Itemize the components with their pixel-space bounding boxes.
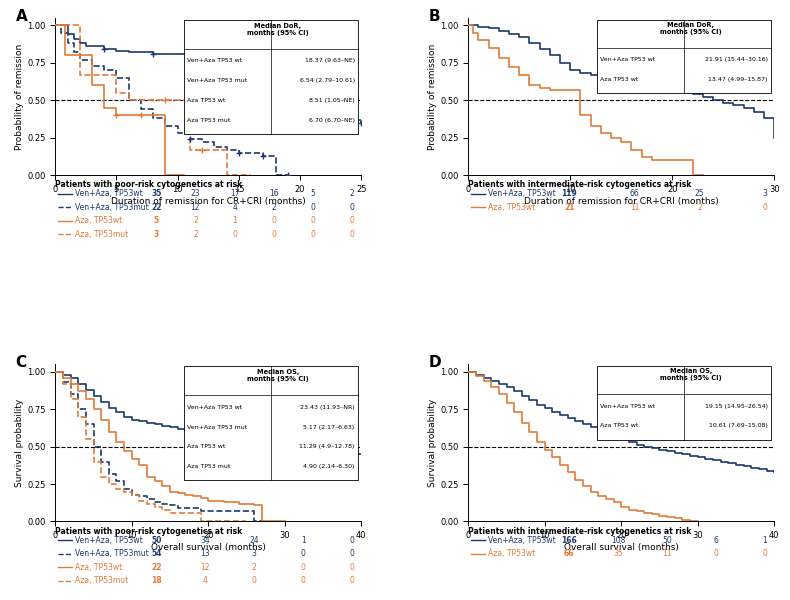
X-axis label: Duration of remission for CR+CRI (months): Duration of remission for CR+CRI (months… (524, 197, 719, 206)
Text: 0: 0 (310, 203, 315, 212)
Text: 0: 0 (350, 563, 355, 572)
Text: 11: 11 (662, 550, 672, 559)
Y-axis label: Probability of remission: Probability of remission (15, 43, 24, 149)
Text: Ven+Aza, TP53wt: Ven+Aza, TP53wt (75, 536, 143, 545)
Text: Patients with poor-risk cytogenetics at risk: Patients with poor-risk cytogenetics at … (55, 181, 243, 190)
Text: 0: 0 (350, 216, 355, 225)
Text: 0: 0 (271, 230, 276, 239)
Text: 0: 0 (762, 203, 767, 212)
Text: Ven+Aza, TP53wt: Ven+Aza, TP53wt (488, 190, 556, 199)
Text: 2: 2 (698, 203, 702, 212)
Text: 119: 119 (562, 190, 577, 199)
Y-axis label: Survival probability: Survival probability (15, 399, 24, 487)
Text: 35: 35 (151, 190, 161, 199)
Text: 66: 66 (630, 190, 639, 199)
Text: 0: 0 (301, 576, 306, 585)
Text: 0: 0 (252, 576, 257, 585)
X-axis label: Overall survival (months): Overall survival (months) (564, 543, 679, 552)
Text: 0: 0 (301, 563, 306, 572)
Text: 34: 34 (201, 536, 210, 545)
Text: 3: 3 (762, 190, 767, 199)
Text: 25: 25 (695, 190, 705, 199)
Text: 2: 2 (193, 216, 198, 225)
Text: 12: 12 (190, 203, 200, 212)
Text: D: D (428, 355, 441, 370)
Text: 1: 1 (301, 536, 306, 545)
Text: Ven+Aza, TP53wt: Ven+Aza, TP53wt (75, 190, 143, 199)
Text: 0: 0 (713, 550, 719, 559)
X-axis label: Overall survival (months): Overall survival (months) (151, 543, 265, 552)
Text: Ven+Aza, TP53mut: Ven+Aza, TP53mut (75, 550, 149, 559)
Text: Aza, TP53mut: Aza, TP53mut (75, 230, 129, 239)
Text: 0: 0 (310, 230, 315, 239)
Text: B: B (428, 8, 440, 23)
Text: 17: 17 (230, 190, 239, 199)
Text: 54: 54 (151, 550, 161, 559)
Text: 1: 1 (232, 216, 237, 225)
Text: Patients with poor-risk cytogenetics at risk: Patients with poor-risk cytogenetics at … (55, 527, 243, 536)
Text: 0: 0 (350, 550, 355, 559)
Text: 21: 21 (564, 203, 574, 212)
Text: 0: 0 (232, 230, 237, 239)
Text: 0: 0 (350, 230, 355, 239)
Text: 35: 35 (613, 550, 623, 559)
Text: 22: 22 (151, 563, 161, 572)
Text: Patients with intermediate-risk cytogenetics at risk: Patients with intermediate-risk cytogene… (468, 527, 692, 536)
Text: Ven+Aza, TP53wt: Ven+Aza, TP53wt (488, 536, 556, 545)
Text: Aza, TP53wt: Aza, TP53wt (488, 203, 536, 212)
Text: 108: 108 (611, 536, 626, 545)
Text: Aza, TP53wt: Aza, TP53wt (75, 216, 122, 225)
Text: 11: 11 (630, 203, 639, 212)
Text: 4: 4 (203, 576, 208, 585)
Y-axis label: Survival probability: Survival probability (428, 399, 438, 487)
Text: 5: 5 (154, 216, 159, 225)
Text: 13: 13 (201, 550, 210, 559)
Text: Patients with intermediate-risk cytogenetics at risk: Patients with intermediate-risk cytogene… (468, 181, 692, 190)
Text: 2: 2 (252, 563, 257, 572)
Text: Aza, TP53wt: Aza, TP53wt (488, 550, 536, 559)
Text: 2: 2 (271, 203, 276, 212)
Text: 6: 6 (713, 536, 719, 545)
Text: C: C (16, 355, 27, 370)
Text: 16: 16 (269, 190, 279, 199)
Text: 166: 166 (562, 536, 577, 545)
Text: 0: 0 (350, 203, 355, 212)
Text: 18: 18 (151, 576, 162, 585)
Text: 12: 12 (201, 563, 210, 572)
Text: 1: 1 (762, 536, 767, 545)
Text: Ven+Aza, TP53mut: Ven+Aza, TP53mut (75, 203, 149, 212)
Text: 66: 66 (564, 550, 574, 559)
Text: 50: 50 (151, 536, 161, 545)
Text: 5: 5 (310, 190, 315, 199)
Text: 4: 4 (232, 203, 237, 212)
Text: 3: 3 (153, 230, 159, 239)
Text: 2: 2 (193, 230, 198, 239)
Text: 23: 23 (190, 190, 200, 199)
Text: A: A (16, 8, 28, 23)
Text: Aza, TP53mut: Aza, TP53mut (75, 576, 129, 585)
Y-axis label: Probability of remission: Probability of remission (428, 43, 438, 149)
Text: Aza, TP53wt: Aza, TP53wt (75, 563, 122, 572)
Text: 0: 0 (310, 216, 315, 225)
Text: 0: 0 (301, 550, 306, 559)
Text: 50: 50 (662, 536, 672, 545)
Text: 0: 0 (350, 536, 355, 545)
Text: 0: 0 (271, 216, 276, 225)
Text: 3: 3 (252, 550, 257, 559)
Text: 2: 2 (350, 190, 355, 199)
Text: 0: 0 (762, 550, 767, 559)
Text: 0: 0 (350, 576, 355, 585)
X-axis label: Duration of remission for CR+CRI (months): Duration of remission for CR+CRI (months… (111, 197, 306, 206)
Text: 22: 22 (151, 203, 161, 212)
Text: 24: 24 (250, 536, 259, 545)
